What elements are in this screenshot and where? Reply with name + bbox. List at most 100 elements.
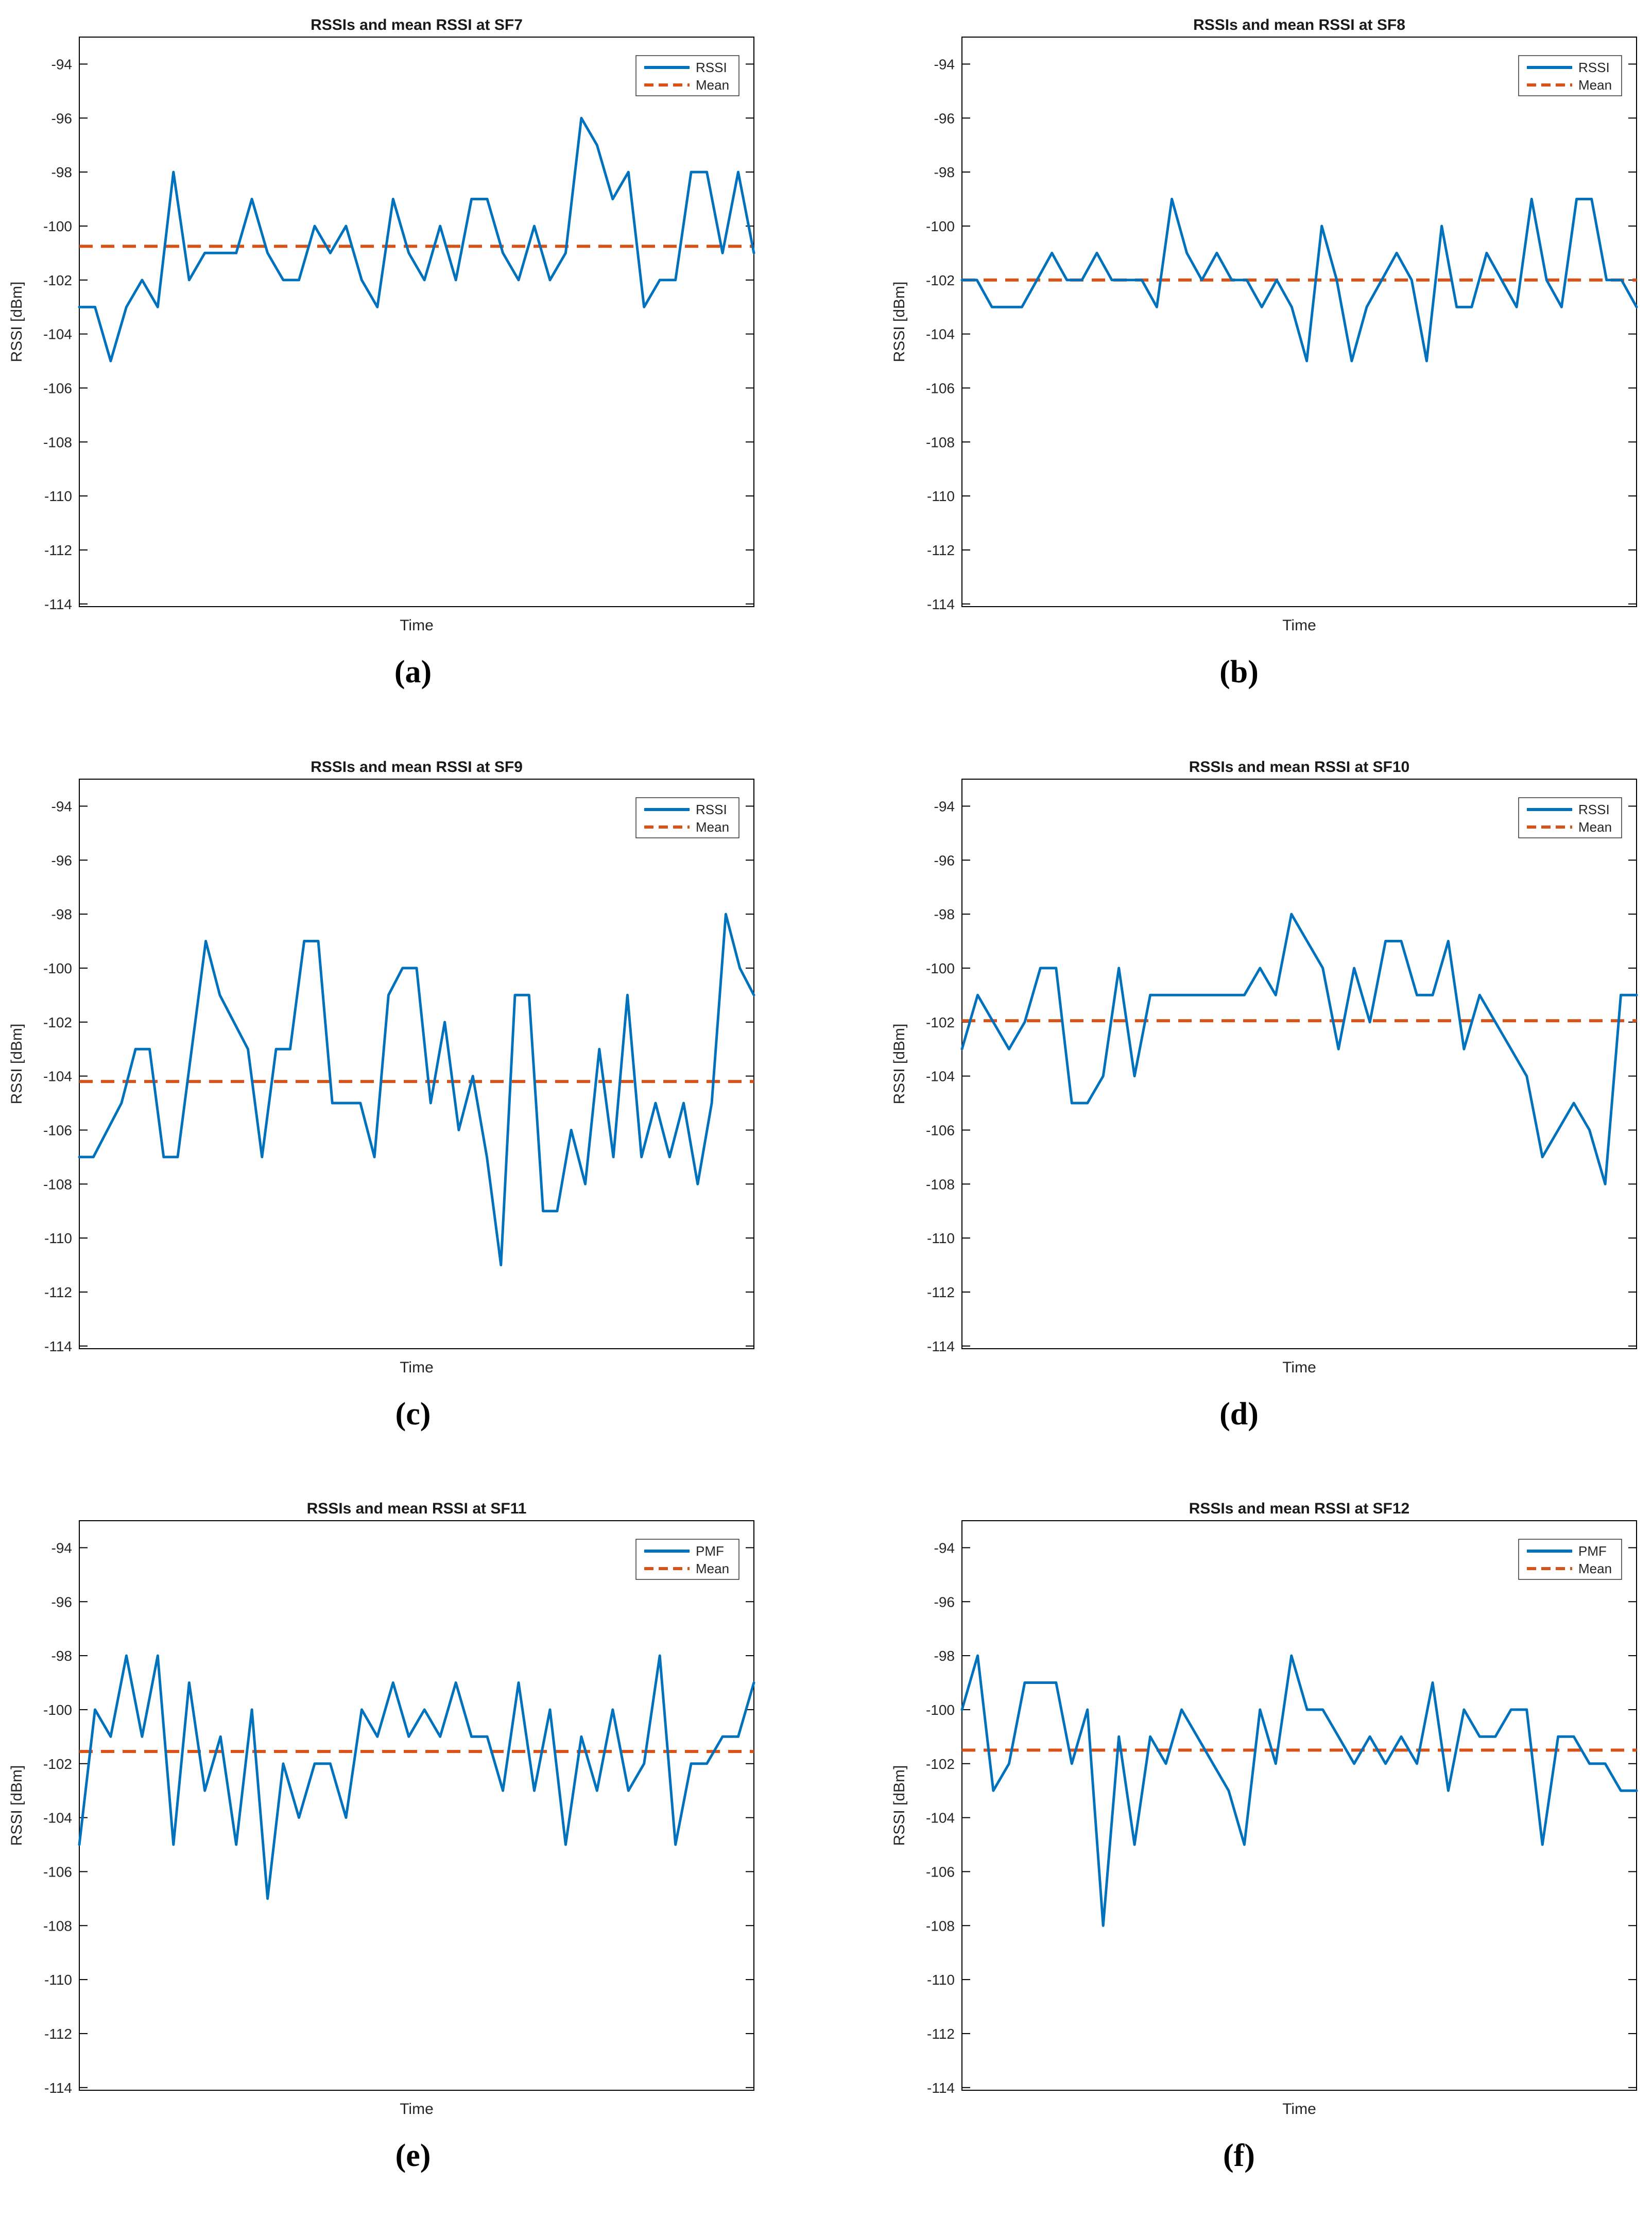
- y-tick-label: -100: [43, 1702, 72, 1718]
- chart-canvas-sf8: RSSIs and mean RSSI at SF8 -94 -96 -98 -100 -…: [891, 16, 1638, 634]
- legend-mean-label: Mean: [696, 1561, 729, 1576]
- chart-panel-f: RSSIs and mean RSSI at SF12 -94 -96 -98 -100…: [826, 1494, 1652, 2236]
- y-tick-label: -112: [44, 542, 72, 558]
- legend-series-label: PMF: [1578, 1543, 1607, 1559]
- legend-mean-label: Mean: [1578, 1561, 1612, 1576]
- legend-mean-label: Mean: [696, 819, 729, 835]
- panel-caption-b: (b): [1219, 655, 1259, 690]
- y-tick-label: -106: [43, 1864, 72, 1880]
- chart-title: RSSIs and mean RSSI at SF7: [311, 16, 523, 33]
- legend-series-label: RSSI: [1578, 60, 1610, 75]
- y-tick-label: -106: [926, 1864, 955, 1880]
- rssi-series-line: [78, 1654, 755, 1900]
- panel-caption-a: (a): [394, 655, 432, 690]
- y-tick-label: -108: [43, 434, 72, 450]
- y-tick-label: -96: [934, 1594, 955, 1610]
- x-axis-label: Time: [400, 1359, 434, 1376]
- chart-canvas-sf9: RSSIs and mean RSSI at SF9 -94 -96 -98 -100 -…: [8, 759, 755, 1376]
- legend-box: [635, 1539, 739, 1580]
- chart-title: RSSIs and mean RSSI at SF8: [1193, 16, 1405, 33]
- y-tick-label: -94: [934, 798, 955, 814]
- panel-caption-c: (c): [395, 1396, 431, 1432]
- legend-series-label: RSSI: [696, 802, 727, 817]
- y-tick-label: -106: [926, 1122, 955, 1138]
- chart-title: RSSIs and mean RSSI at SF10: [1189, 759, 1409, 776]
- y-tick-label: -98: [51, 1648, 72, 1664]
- legend-box: [1518, 1539, 1622, 1580]
- y-tick-label: -112: [927, 542, 955, 558]
- y-tick-label: -94: [51, 1540, 72, 1556]
- y-tick-label: -104: [43, 1068, 72, 1084]
- y-tick-label: -110: [927, 1972, 955, 1988]
- y-tick-label: -94: [934, 56, 955, 72]
- chart-panel-c: RSSIs and mean RSSI at SF9 -94 -96 -98 -100 -…: [0, 752, 826, 1494]
- legend-box: [635, 55, 739, 96]
- y-tick-label: -108: [926, 1176, 955, 1192]
- y-tick-label: -100: [43, 218, 72, 234]
- y-tick-label: -104: [926, 1810, 955, 1826]
- y-tick-label: -94: [51, 798, 72, 814]
- rssi-series-line: [78, 913, 755, 1266]
- rssi-series-line: [78, 116, 755, 363]
- legend-box: [1518, 55, 1622, 96]
- x-axis-label: Time: [400, 617, 434, 634]
- y-axis-label: RSSI [dBm]: [891, 282, 908, 363]
- chart-panel-e: RSSIs and mean RSSI at SF11 -94 -96 -98 -100…: [0, 1494, 826, 2236]
- y-tick-label: -106: [43, 380, 72, 396]
- y-tick-label: -96: [934, 852, 955, 868]
- y-tick-label: -102: [926, 272, 955, 288]
- panel-caption-e: (e): [395, 2138, 431, 2174]
- y-tick-label: -112: [44, 1284, 72, 1300]
- chart-canvas-sf7: RSSIs and mean RSSI at SF7 -94 -96 -98 -100 -…: [8, 16, 755, 634]
- y-axis-label: RSSI [dBm]: [8, 1023, 25, 1104]
- y-tick-label: -106: [43, 1122, 72, 1138]
- y-tick-label: -98: [934, 164, 955, 180]
- y-tick-label: -104: [43, 326, 72, 342]
- y-tick-label: -104: [926, 1068, 955, 1084]
- y-tick-label: -112: [927, 2026, 955, 2042]
- y-tick-label: -100: [926, 218, 955, 234]
- x-axis-label: Time: [1282, 2101, 1316, 2118]
- y-tick-label: -96: [934, 110, 955, 126]
- y-tick-label: -96: [51, 110, 72, 126]
- y-tick-label: -110: [927, 488, 955, 504]
- y-tick-label: -106: [926, 380, 955, 396]
- y-tick-label: -94: [934, 1540, 955, 1556]
- y-axis-label: RSSI [dBm]: [8, 282, 25, 363]
- y-tick-label: -112: [44, 2026, 72, 2042]
- rssi-series-line: [960, 1654, 1638, 1928]
- y-tick-label: -102: [926, 1756, 955, 1772]
- y-tick-label: -104: [43, 1810, 72, 1826]
- chart-title: RSSIs and mean RSSI at SF9: [311, 759, 523, 776]
- y-tick-label: -104: [926, 326, 955, 342]
- axes-box: [961, 37, 1637, 607]
- axes-box: [961, 1520, 1637, 2091]
- panel-caption-f: (f): [1223, 2138, 1255, 2174]
- y-tick-label: -94: [51, 56, 72, 72]
- y-tick-label: -98: [934, 1648, 955, 1664]
- y-tick-label: -110: [927, 1230, 955, 1246]
- y-tick-label: -108: [926, 434, 955, 450]
- y-tick-label: -114: [927, 1338, 955, 1354]
- y-tick-label: -102: [43, 1014, 72, 1030]
- chart-canvas-sf12: RSSIs and mean RSSI at SF12 -94 -96 -98 -100…: [891, 1500, 1638, 2118]
- y-tick-label: -114: [927, 2080, 955, 2096]
- y-axis-label: RSSI [dBm]: [8, 1765, 25, 1846]
- y-axis-label: RSSI [dBm]: [891, 1765, 908, 1846]
- chart-canvas-sf11: RSSIs and mean RSSI at SF11 -94 -96 -98 -100…: [8, 1500, 755, 2118]
- legend-mean-label: Mean: [1578, 77, 1612, 93]
- x-axis-label: Time: [1282, 617, 1316, 634]
- y-tick-label: -100: [926, 1702, 955, 1718]
- y-tick-label: -102: [926, 1014, 955, 1030]
- legend-series-label: RSSI: [696, 60, 727, 75]
- chart-panel-b: RSSIs and mean RSSI at SF8 -94 -96 -98 -100 -…: [826, 10, 1652, 752]
- legend-mean-label: Mean: [696, 77, 729, 93]
- chart-canvas-sf10: RSSIs and mean RSSI at SF10 -94 -96 -98 -100…: [891, 759, 1638, 1376]
- panel-caption-d: (d): [1219, 1396, 1259, 1432]
- y-tick-label: -108: [926, 1918, 955, 1934]
- y-tick-label: -102: [43, 272, 72, 288]
- rssi-series-line: [960, 198, 1638, 363]
- y-tick-label: -114: [44, 2080, 72, 2096]
- legend-series-label: PMF: [696, 1543, 724, 1559]
